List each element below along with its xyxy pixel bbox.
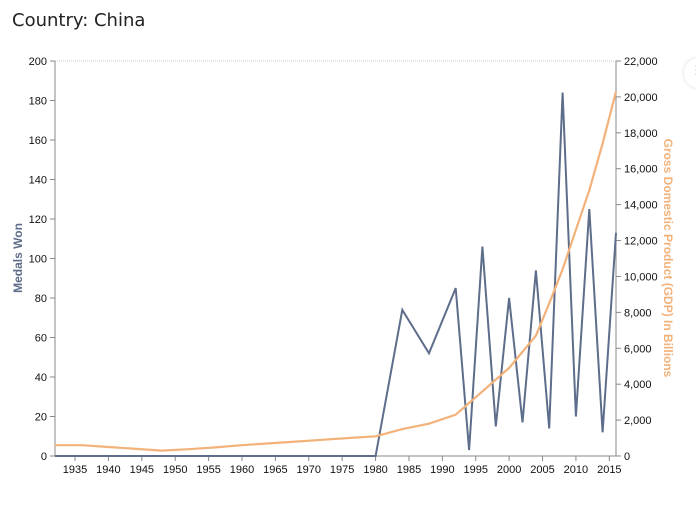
x-tick: 1945 (130, 456, 154, 476)
y-right-tick-label: 6,000 (624, 343, 652, 355)
x-tick-label: 1945 (130, 464, 154, 476)
x-tick-label: 1975 (330, 464, 354, 476)
y-left-tick: 180 (29, 96, 55, 108)
y-right-tick: 4,000 (616, 379, 652, 391)
y-left-tick-label: 20 (35, 412, 47, 424)
x-tick-label: 1955 (196, 464, 220, 476)
y-left-tick: 80 (35, 293, 55, 305)
x-tick-label: 2015 (597, 464, 621, 476)
x-tick-label: 2010 (564, 464, 588, 476)
y-right-tick-label: 12,000 (624, 236, 658, 248)
y-left-tick: 40 (35, 372, 55, 384)
x-tick-label: 1970 (297, 464, 321, 476)
x-tick: 1950 (163, 456, 187, 476)
y-right-tick: 18,000 (616, 128, 658, 140)
y-left-tick: 60 (35, 333, 55, 345)
x-tick: 1975 (330, 456, 354, 476)
x-tick: 1980 (363, 456, 388, 476)
x-tick-label: 2005 (530, 464, 554, 476)
y-left-tick: 120 (29, 214, 55, 226)
x-tick: 1985 (397, 456, 421, 476)
x-tick: 2005 (530, 456, 555, 476)
x-tick-label: 1985 (397, 464, 421, 476)
y-left-tick: 0 (41, 451, 55, 463)
y-right-tick: 6,000 (616, 343, 652, 355)
y-right-tick-label: 14,000 (624, 200, 658, 212)
y-right-tick-label: 4,000 (624, 379, 652, 391)
x-tick-label: 1980 (363, 464, 387, 476)
y-right-tick: 20,000 (616, 92, 658, 104)
x-tick: 1935 (63, 456, 87, 476)
x-tick-label: 1940 (96, 464, 120, 476)
x-tick: 1995 (464, 456, 488, 476)
y-right-tick-label: 18,000 (624, 128, 658, 140)
x-tick: 1990 (430, 456, 455, 476)
y-right-tick: 0 (616, 451, 630, 463)
x-tick: 2010 (564, 456, 588, 476)
x-tick-label: 1950 (163, 464, 187, 476)
x-tick: 2015 (597, 456, 622, 476)
y-left-tick-label: 40 (35, 372, 47, 384)
x-tick-label: 1990 (430, 464, 454, 476)
y-left-tick: 20 (35, 412, 55, 424)
x-tick: 1965 (263, 456, 288, 476)
x-tick-label: 2000 (497, 464, 521, 476)
y-right-tick-label: 0 (624, 451, 630, 463)
y-left-tick-label: 120 (29, 214, 47, 226)
y-left-tick: 160 (29, 135, 55, 147)
x-tick-label: 1960 (230, 464, 254, 476)
y-right-tick-label: 22,000 (624, 56, 658, 68)
y-right-tick: 2,000 (616, 415, 652, 427)
y-right-tick-label: 2,000 (624, 415, 652, 427)
x-tick: 1955 (196, 456, 221, 476)
y-right-tick: 22,000 (616, 56, 658, 68)
y-left-tick-label: 0 (41, 451, 47, 463)
y-left-tick: 200 (29, 56, 55, 68)
x-tick: 1940 (96, 456, 121, 476)
y-left-tick-label: 160 (29, 135, 47, 147)
y-left-tick-label: 180 (29, 96, 47, 108)
y-right-tick: 12,000 (616, 236, 658, 248)
page-title: Country: China (12, 10, 146, 31)
axis-layer: 1935 1940 1945 1950 1955 1960 1965 1970 1975 1980… (29, 56, 658, 476)
y-left-tick-label: 80 (35, 293, 47, 305)
y-left-tick: 100 (29, 254, 55, 266)
series-layer (55, 91, 618, 457)
series-line-1 (55, 91, 618, 452)
y-right-tick-label: 10,000 (624, 271, 658, 283)
x-tick-label: 1965 (263, 464, 287, 476)
y-axis-right-label: Gross Domestic Product (GDP) In Billions (661, 139, 675, 378)
y-axis-left-label: Medals Won (11, 223, 25, 293)
y-left-tick-label: 140 (29, 175, 47, 187)
series-line-0 (55, 92, 617, 457)
y-right-tick: 16,000 (616, 164, 658, 176)
x-tick: 1970 (297, 456, 321, 476)
side-panel-handle[interactable]: ⋮ (684, 58, 696, 88)
x-tick: 1960 (230, 456, 254, 476)
y-left-tick-label: 200 (29, 56, 47, 68)
y-left-tick-label: 60 (35, 333, 47, 345)
y-right-tick: 8,000 (616, 307, 652, 319)
y-left-tick: 140 (29, 175, 55, 187)
y-right-tick-label: 20,000 (624, 92, 658, 104)
ellipsis-icon: ⋮ (690, 63, 696, 78)
y-left-tick-label: 100 (29, 254, 47, 266)
y-right-tick: 14,000 (616, 200, 658, 212)
y-right-tick: 10,000 (616, 271, 658, 283)
x-tick: 2000 (497, 456, 521, 476)
y-right-tick-label: 8,000 (624, 307, 652, 319)
x-tick-label: 1935 (63, 464, 87, 476)
y-right-tick-label: 16,000 (624, 164, 658, 176)
x-tick-label: 1995 (464, 464, 488, 476)
